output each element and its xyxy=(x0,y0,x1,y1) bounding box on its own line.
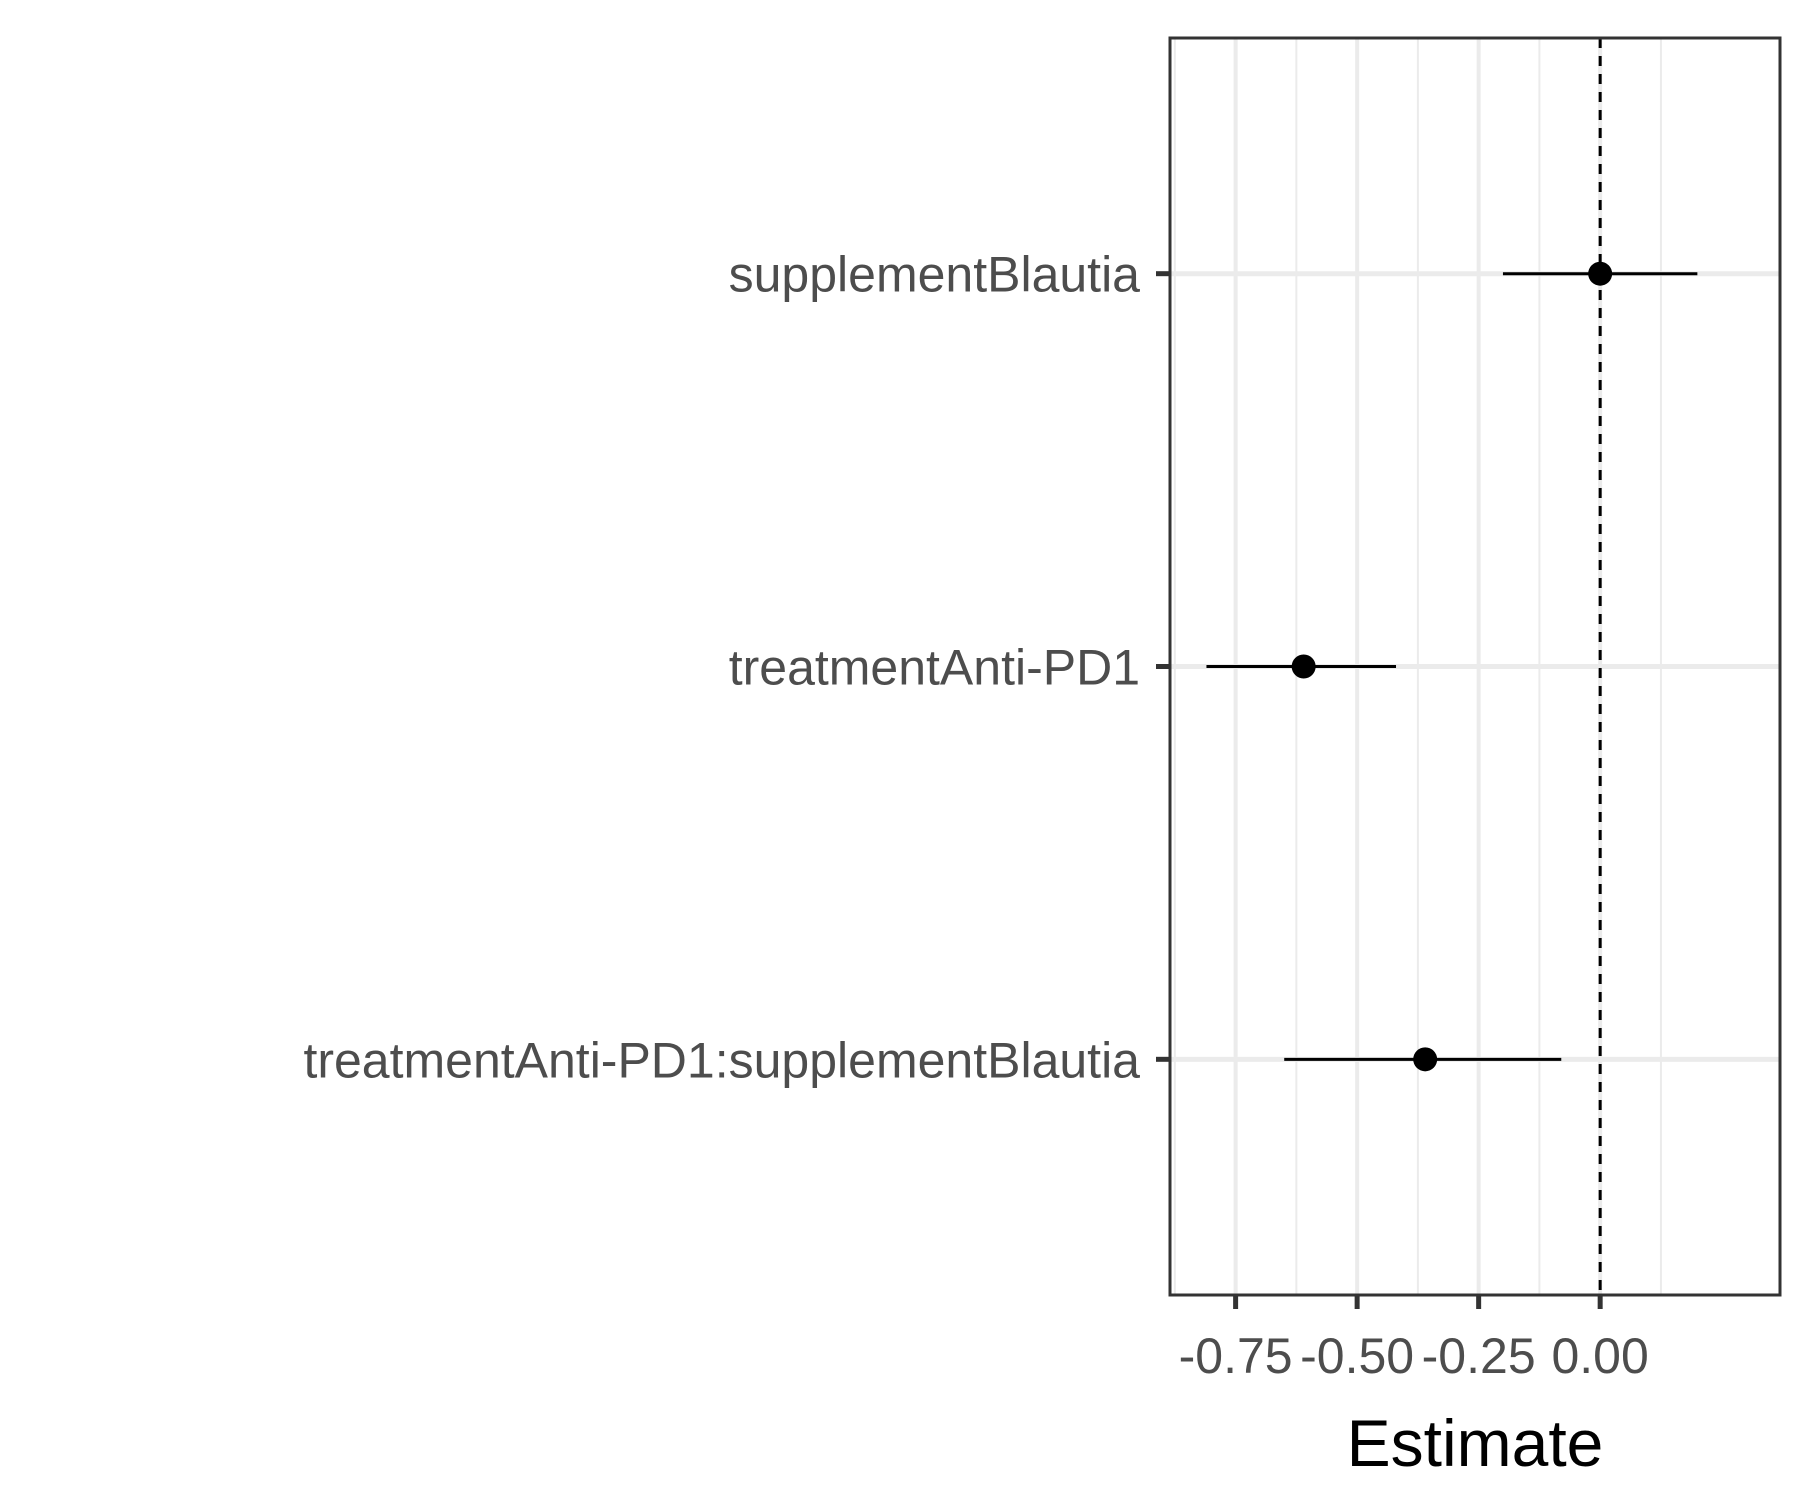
y-tick-label: treatmentAnti-PD1 xyxy=(729,640,1140,696)
y-tick-label: supplementBlautia xyxy=(729,247,1141,303)
x-tick-label: -0.25 xyxy=(1422,1328,1536,1384)
estimate-point xyxy=(1588,261,1613,286)
x-axis: -0.75 -0.50 -0.25 0.00 xyxy=(1179,1295,1649,1384)
estimate-point xyxy=(1291,654,1316,679)
y-axis: supplementBlautia treatmentAnti-PD1 treatm… xyxy=(303,247,1170,1088)
x-axis-title: Estimate xyxy=(1347,1406,1604,1480)
x-tick-label: 0.00 xyxy=(1551,1328,1648,1384)
coefficient-marks xyxy=(1206,261,1698,1072)
estimate-point xyxy=(1413,1047,1438,1072)
x-tick-label: -0.75 xyxy=(1179,1328,1293,1384)
y-tick-label: treatmentAnti-PD1:supplementBlautia xyxy=(303,1032,1140,1088)
x-tick-label: -0.50 xyxy=(1300,1328,1414,1384)
